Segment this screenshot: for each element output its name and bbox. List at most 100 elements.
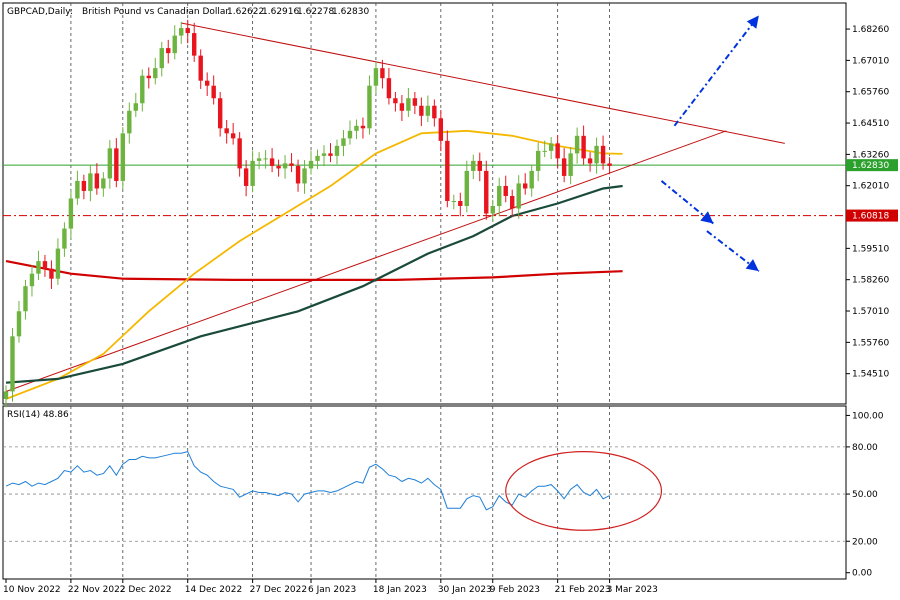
bearish-candle — [204, 80, 210, 86]
bullish-candle — [62, 228, 67, 249]
price-tick-label: 1.57010 — [852, 307, 889, 317]
horizontal-price-lines: 1.62830 1.60818 — [3, 159, 898, 222]
projection-arrows — [660, 14, 760, 272]
bearish-candle — [269, 158, 275, 166]
bearish-candle — [224, 128, 229, 134]
bullish-candle — [179, 28, 184, 36]
bullish-candle — [127, 110, 132, 134]
rsi-tick-label: 50.00 — [852, 490, 878, 500]
bullish-candle — [120, 133, 126, 181]
bullish-candle — [159, 48, 164, 69]
chart-header-open: 1.62622 — [227, 7, 264, 17]
bullish-candle — [451, 200, 457, 202]
candles — [3, 19, 612, 408]
bullish-candle — [29, 273, 35, 287]
bullish-candle — [490, 206, 495, 214]
bearish-candle — [237, 138, 242, 169]
time-tick-label: 27 Dec 2022 — [250, 585, 308, 595]
bearish-candle — [146, 75, 151, 79]
rsi-label: RSI(14) 48.86 — [7, 410, 69, 420]
bullish-candle — [133, 103, 138, 111]
bullish-candle — [425, 105, 431, 116]
bullish-candle — [347, 130, 353, 139]
bullish-candle — [574, 135, 580, 154]
bullish-candle — [256, 158, 262, 161]
bearish-candle — [477, 160, 482, 171]
arrow-down-head — [745, 259, 759, 272]
bearish-candle — [114, 148, 119, 181]
bullish-candle — [68, 198, 74, 229]
bearish-candle — [94, 173, 100, 189]
bullish-candle — [36, 261, 41, 274]
rsi-tick-label: 20.00 — [852, 537, 878, 547]
fast-moving-average — [5, 129, 623, 400]
bearish-candle — [432, 105, 437, 119]
bullish-candle — [548, 143, 554, 151]
bullish-candle — [471, 160, 476, 171]
time-tick-label: 2 Dec 2022 — [120, 585, 172, 595]
support-label: 1.60818 — [852, 212, 889, 222]
bullish-candle — [3, 391, 9, 399]
bullish-candle — [101, 178, 106, 189]
bearish-candle — [458, 200, 463, 207]
chart-header-high: 1.62916 — [262, 7, 299, 17]
bullish-candle — [354, 125, 359, 131]
lower-trendline — [5, 130, 727, 392]
price-tick-label: 1.63260 — [852, 150, 889, 160]
arrow-down-head — [700, 211, 714, 224]
bullish-candle — [140, 75, 145, 104]
bearish-candle — [217, 98, 223, 129]
bearish-candle — [445, 140, 450, 201]
price-tick-label: 1.59510 — [852, 244, 889, 254]
bullish-candle — [263, 158, 268, 160]
bearish-candle — [295, 165, 301, 184]
current-price-badge — [846, 159, 898, 172]
bearish-candle — [386, 78, 392, 99]
bearish-candle — [360, 125, 366, 129]
bearish-candle — [185, 28, 190, 34]
bearish-candle — [192, 33, 197, 56]
bearish-candle — [555, 143, 560, 159]
bullish-candle — [172, 35, 177, 54]
price-tick-label: 1.58260 — [852, 276, 889, 286]
bearish-candle — [42, 261, 48, 269]
rsi-tick-label: 80.00 — [852, 443, 878, 453]
bearish-candle — [607, 163, 612, 166]
bullish-candle — [88, 173, 93, 191]
bearish-candle — [380, 68, 385, 79]
time-tick-label: 30 Jan 2023 — [438, 585, 492, 595]
price-tick-label: 1.55760 — [852, 338, 889, 348]
chart-header-symbol: GBPCAD,Daily: — [7, 7, 73, 17]
rsi-level-lines — [3, 446, 846, 542]
arrow-down-shaft — [660, 180, 715, 225]
moving-averages — [5, 129, 623, 400]
bullish-candle — [535, 150, 541, 171]
rsi-series — [5, 451, 663, 531]
bullish-candle — [153, 68, 158, 79]
bearish-candle — [166, 48, 171, 54]
arrow-up-head — [746, 15, 759, 29]
bearish-candle — [211, 85, 216, 99]
bullish-candle — [594, 145, 599, 164]
price-tick-label: 1.68260 — [852, 25, 889, 35]
bullish-candle — [341, 138, 346, 146]
time-tick-label: 21 Feb 2023 — [555, 585, 611, 595]
bullish-candle — [373, 68, 379, 86]
bearish-candle — [393, 98, 398, 104]
bearish-candle — [581, 135, 586, 159]
time-tick-label: 22 Nov 2022 — [68, 585, 126, 595]
bearish-candle — [438, 118, 444, 141]
rsi-tick-label: 0.00 — [852, 569, 872, 579]
bullish-candle — [10, 336, 15, 392]
time-tick-label: 18 Jan 2023 — [373, 585, 427, 595]
bearish-candle — [503, 185, 508, 196]
bullish-candle — [315, 155, 320, 161]
time-tick-label: 9 Feb 2023 — [490, 585, 540, 595]
bearish-candle — [276, 165, 281, 169]
time-tick-label: 3 Mar 2023 — [607, 585, 658, 595]
price-tick-label: 1.64510 — [852, 119, 889, 129]
bearish-candle — [81, 180, 87, 191]
bullish-candle — [529, 170, 534, 189]
